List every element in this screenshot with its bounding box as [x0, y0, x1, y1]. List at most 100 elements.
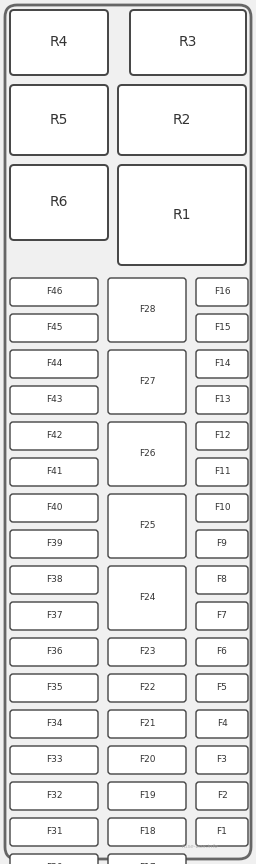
FancyBboxPatch shape [130, 10, 246, 75]
FancyBboxPatch shape [108, 710, 186, 738]
Text: F41: F41 [46, 467, 62, 477]
Text: R4: R4 [50, 35, 68, 49]
Text: R2: R2 [173, 113, 191, 127]
FancyBboxPatch shape [196, 566, 248, 594]
Text: F16: F16 [214, 288, 230, 296]
Text: F4: F4 [217, 720, 227, 728]
Text: F8: F8 [217, 575, 227, 585]
Text: F9: F9 [217, 539, 227, 549]
FancyBboxPatch shape [108, 494, 186, 558]
FancyBboxPatch shape [10, 602, 98, 630]
Text: F31: F31 [46, 828, 62, 836]
FancyBboxPatch shape [196, 818, 248, 846]
FancyBboxPatch shape [108, 674, 186, 702]
FancyBboxPatch shape [108, 638, 186, 666]
FancyBboxPatch shape [10, 458, 98, 486]
FancyBboxPatch shape [108, 278, 186, 342]
FancyBboxPatch shape [196, 638, 248, 666]
Text: F12: F12 [214, 431, 230, 441]
Text: F36: F36 [46, 647, 62, 657]
FancyBboxPatch shape [196, 710, 248, 738]
FancyBboxPatch shape [10, 85, 108, 155]
FancyBboxPatch shape [10, 278, 98, 306]
Text: F45: F45 [46, 323, 62, 333]
FancyBboxPatch shape [196, 746, 248, 774]
FancyBboxPatch shape [108, 818, 186, 846]
FancyBboxPatch shape [196, 314, 248, 342]
FancyBboxPatch shape [108, 566, 186, 630]
FancyBboxPatch shape [118, 165, 246, 265]
FancyBboxPatch shape [196, 602, 248, 630]
Text: F19: F19 [139, 791, 155, 801]
FancyBboxPatch shape [108, 422, 186, 486]
Text: F5: F5 [217, 683, 227, 693]
FancyBboxPatch shape [10, 854, 98, 864]
Text: F3: F3 [217, 755, 227, 765]
FancyBboxPatch shape [10, 494, 98, 522]
Text: F14: F14 [214, 359, 230, 369]
Text: R5: R5 [50, 113, 68, 127]
Text: F34: F34 [46, 720, 62, 728]
Text: Fuse-box.info: Fuse-box.info [182, 843, 218, 848]
FancyBboxPatch shape [196, 386, 248, 414]
Text: F42: F42 [46, 431, 62, 441]
FancyBboxPatch shape [10, 386, 98, 414]
Text: F39: F39 [46, 539, 62, 549]
Text: R1: R1 [173, 208, 191, 222]
FancyBboxPatch shape [10, 350, 98, 378]
FancyBboxPatch shape [10, 10, 108, 75]
Text: F11: F11 [214, 467, 230, 477]
Text: F40: F40 [46, 504, 62, 512]
FancyBboxPatch shape [10, 710, 98, 738]
Text: F22: F22 [139, 683, 155, 693]
FancyBboxPatch shape [196, 530, 248, 558]
Text: F24: F24 [139, 594, 155, 602]
FancyBboxPatch shape [10, 638, 98, 666]
Text: F23: F23 [139, 647, 155, 657]
Text: F1: F1 [217, 828, 227, 836]
FancyBboxPatch shape [10, 818, 98, 846]
Text: F7: F7 [217, 612, 227, 620]
FancyBboxPatch shape [10, 566, 98, 594]
FancyBboxPatch shape [10, 165, 108, 240]
FancyBboxPatch shape [196, 494, 248, 522]
Text: F27: F27 [139, 378, 155, 386]
FancyBboxPatch shape [196, 278, 248, 306]
Text: F33: F33 [46, 755, 62, 765]
FancyBboxPatch shape [108, 746, 186, 774]
FancyBboxPatch shape [10, 746, 98, 774]
Text: F15: F15 [214, 323, 230, 333]
Text: F32: F32 [46, 791, 62, 801]
Text: F37: F37 [46, 612, 62, 620]
FancyBboxPatch shape [108, 350, 186, 414]
Text: F35: F35 [46, 683, 62, 693]
FancyBboxPatch shape [10, 782, 98, 810]
Text: F20: F20 [139, 755, 155, 765]
FancyBboxPatch shape [10, 314, 98, 342]
Text: F46: F46 [46, 288, 62, 296]
Text: F6: F6 [217, 647, 227, 657]
FancyBboxPatch shape [10, 674, 98, 702]
Text: F10: F10 [214, 504, 230, 512]
Text: F13: F13 [214, 396, 230, 404]
FancyBboxPatch shape [10, 422, 98, 450]
Text: F25: F25 [139, 522, 155, 530]
Text: F26: F26 [139, 449, 155, 459]
Text: F44: F44 [46, 359, 62, 369]
FancyBboxPatch shape [118, 85, 246, 155]
Text: R3: R3 [179, 35, 197, 49]
Text: F28: F28 [139, 306, 155, 314]
FancyBboxPatch shape [5, 5, 251, 859]
FancyBboxPatch shape [196, 782, 248, 810]
Text: F18: F18 [139, 828, 155, 836]
Text: F38: F38 [46, 575, 62, 585]
FancyBboxPatch shape [108, 782, 186, 810]
FancyBboxPatch shape [108, 854, 186, 864]
FancyBboxPatch shape [10, 530, 98, 558]
Text: F2: F2 [217, 791, 227, 801]
FancyBboxPatch shape [196, 674, 248, 702]
Text: R6: R6 [50, 195, 68, 209]
Text: F21: F21 [139, 720, 155, 728]
Text: F43: F43 [46, 396, 62, 404]
FancyBboxPatch shape [196, 458, 248, 486]
